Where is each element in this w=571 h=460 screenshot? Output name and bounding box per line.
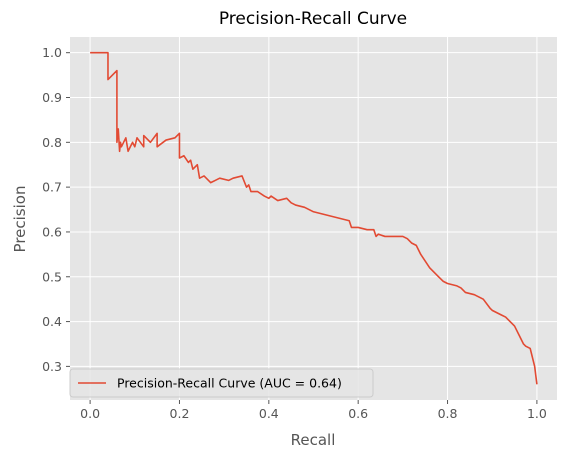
y-tick-labels: 0.3 0.4 0.5 0.6 0.7 0.8 0.9 1.0 (42, 45, 70, 374)
legend: Precision-Recall Curve (AUC = 0.64) (70, 369, 373, 397)
x-axis-label: Recall (291, 431, 336, 449)
x-tick-label: 0.6 (348, 406, 368, 421)
x-tick-label: 0.0 (80, 406, 100, 421)
y-axis-label: Precision (11, 186, 29, 253)
y-tick-label: 0.7 (42, 180, 62, 195)
chart-title: Precision-Recall Curve (219, 9, 407, 29)
x-tick-label: 0.2 (170, 406, 190, 421)
y-tick-label: 0.9 (42, 90, 62, 105)
plot-area (70, 37, 557, 400)
legend-entry-label: Precision-Recall Curve (AUC = 0.64) (117, 376, 342, 391)
x-tick-label: 0.4 (259, 406, 279, 421)
y-tick-label: 1.0 (42, 45, 62, 60)
y-tick-label: 0.4 (42, 314, 62, 329)
y-tick-label: 0.8 (42, 135, 62, 150)
y-tick-label: 0.3 (42, 359, 62, 374)
y-tick-label: 0.6 (42, 224, 62, 239)
x-tick-label: 0.8 (438, 406, 458, 421)
y-tick-label: 0.5 (42, 269, 62, 284)
x-tick-labels: 0.0 0.2 0.4 0.6 0.8 1.0 (80, 400, 547, 421)
x-tick-label: 1.0 (527, 406, 547, 421)
